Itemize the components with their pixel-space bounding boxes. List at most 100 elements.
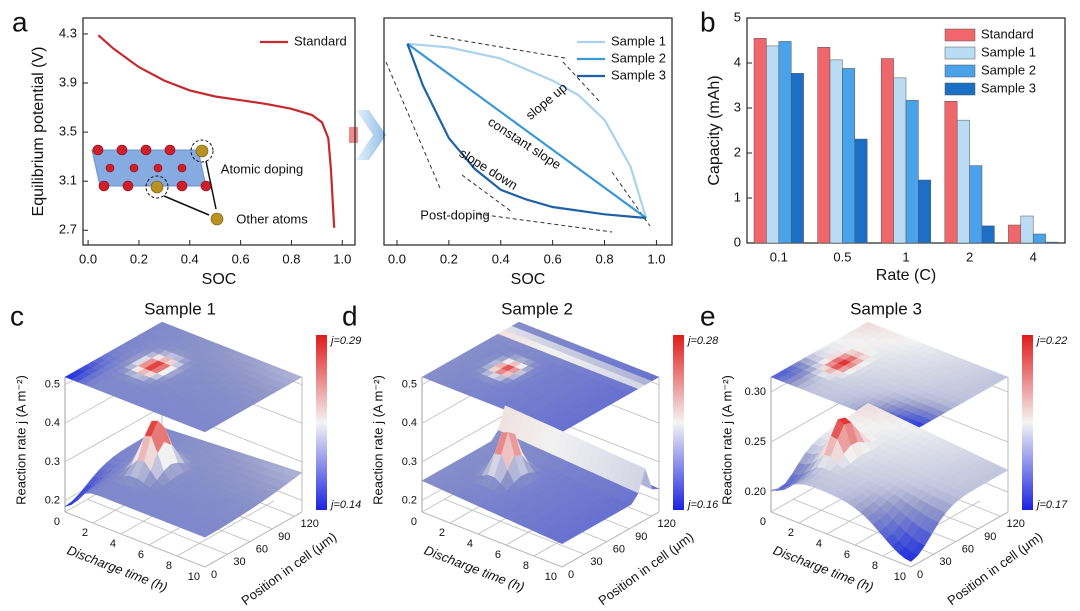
z-tick-label: 0.3 (45, 456, 60, 468)
y-tick-label: 3.1 (59, 173, 77, 188)
y-grid-line (444, 498, 585, 555)
x-tick-label: 8 (872, 560, 878, 572)
y-tick-label: 60 (256, 544, 268, 556)
y-tick-label: 2.7 (59, 222, 77, 237)
colorbar (673, 335, 684, 510)
colorbar-min-label: j=0.14 (329, 499, 361, 511)
surface-patch (904, 551, 919, 562)
x-grid-line (910, 511, 1009, 568)
legend-label: Sample 3 (611, 67, 666, 82)
x-tick-label: 6 (138, 549, 144, 561)
x-tick-label: 1.0 (647, 251, 665, 266)
x-tick-label: 0 (411, 516, 417, 528)
y-tick-label: 120 (301, 518, 319, 530)
bar (817, 47, 831, 244)
legend-label: Sample 1 (611, 33, 666, 48)
annotation: Other atoms (236, 211, 308, 226)
x-tick-label: 4 (110, 538, 116, 550)
series-line (407, 42, 648, 219)
legend-label: Sample 1 (981, 44, 1036, 59)
panel-arrow (349, 110, 386, 160)
z-tick-label: 0.5 (402, 379, 417, 391)
x-axis-label: Discharge time (h) (422, 542, 527, 594)
legend-swatch (944, 64, 976, 78)
bar (854, 138, 868, 244)
annotation: slope down (457, 145, 521, 193)
colorbar (1022, 335, 1033, 510)
y-tick-label: 120 (1007, 518, 1025, 530)
x-tick-label: 10 (188, 571, 200, 583)
panel-label: a (12, 6, 28, 37)
bar (956, 119, 970, 244)
surface-patch (555, 536, 570, 545)
z-tick-label: 0.4 (45, 417, 60, 429)
colorbar-max-label: j=0.22 (1035, 335, 1067, 347)
bar (1008, 224, 1022, 244)
crystal-inset (91, 139, 224, 226)
y-axis-label: Equilibrium potential (V) (30, 47, 47, 217)
y-axis-label: Capacity (mAh) (706, 75, 723, 185)
bar (778, 41, 792, 244)
x-tick-label: 6 (495, 549, 501, 561)
panel-label: e (700, 300, 716, 331)
x-tick-label: 0.1 (770, 249, 788, 264)
x-axis-label: SOC (202, 271, 237, 288)
panel-label: d (342, 300, 358, 331)
x-tick-label: 0.4 (492, 251, 510, 266)
x-tick-label: 4 (816, 538, 822, 550)
colorbar-min-label: j=0.17 (1035, 499, 1068, 511)
x-tick-label: 1 (902, 249, 909, 264)
y-tick-label: 90 (635, 531, 647, 543)
tangent-guides (385, 34, 651, 233)
y-tick-label: 1 (734, 189, 741, 204)
y-grid-line (770, 511, 912, 568)
plot-frame (383, 17, 673, 246)
projection-cell (645, 374, 660, 382)
y-tick-label: 30 (233, 556, 245, 568)
x-tick-label: 0.8 (282, 251, 300, 266)
bar (829, 59, 843, 244)
y-tick-label: 120 (658, 518, 676, 530)
x-tick-label: 2 (966, 249, 973, 264)
panel-label: b (700, 6, 716, 37)
x-tick-label: 10 (545, 571, 557, 583)
x-tick-label: 0.6 (544, 251, 562, 266)
z-tick-label: 0.30 (745, 386, 766, 398)
x-tick-label: 0 (54, 516, 60, 528)
x-tick-label: 4 (1030, 249, 1037, 264)
annotation: Atomic doping (221, 161, 303, 176)
colorbar-max-label: j=0.28 (686, 335, 719, 347)
x-tick-label: 0 (760, 516, 766, 528)
x-grid-line (561, 511, 660, 568)
y-tick-label: 3.5 (59, 124, 77, 139)
x-tick-label: 6 (844, 549, 850, 561)
series-line (406, 43, 647, 220)
x-tick-label: 8 (166, 560, 172, 572)
bar (842, 68, 856, 244)
y-tick-label: 3 (734, 99, 741, 114)
y-tick-label: 90 (278, 531, 290, 543)
panel-label: c (10, 300, 24, 331)
colorbar-max-label: j=0.29 (329, 335, 361, 347)
bar (981, 225, 995, 244)
y-tick-label: 5 (734, 9, 741, 24)
x-tick-label: 2 (439, 527, 445, 539)
colorbar (316, 335, 327, 510)
y-tick-label: 0 (917, 569, 923, 581)
y-tick-label: 30 (590, 556, 602, 568)
z-tick-label: 0.2 (45, 494, 60, 506)
bar (944, 101, 958, 244)
series-line (97, 34, 336, 228)
y-grid-line (87, 498, 228, 555)
x-axis-label: Rate (C) (876, 267, 936, 284)
panel-title: Sample 1 (144, 299, 216, 318)
projection-cell (288, 374, 303, 382)
z-tick-label: 0.4 (402, 417, 417, 429)
panel-title: Sample 3 (850, 299, 922, 318)
x-tick-label: 0.2 (440, 251, 458, 266)
y-tick-label: 30 (939, 556, 951, 568)
z-tick-label: 0.20 (745, 486, 766, 498)
z-axis-label: Reaction rate j (A m⁻²) (13, 375, 28, 505)
y-tick-label: 4.3 (59, 25, 77, 40)
